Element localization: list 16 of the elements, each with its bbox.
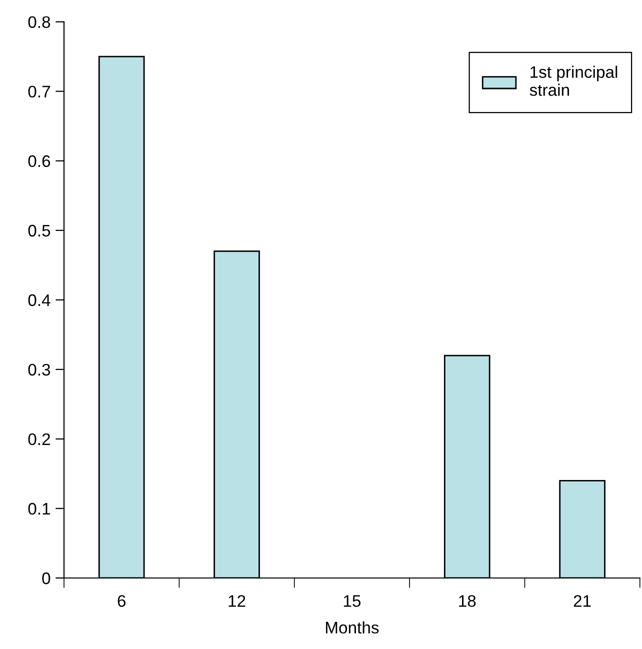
y-tick-label: 0.3	[28, 364, 50, 376]
x-tick-label: 21	[574, 595, 591, 607]
x-tick-label: 18	[459, 595, 476, 607]
y-tick-label: 0.4	[28, 294, 50, 306]
y-tick-label: 0	[42, 572, 50, 584]
x-tick-label: 6	[118, 595, 126, 607]
y-tick-label: 0.8	[28, 16, 50, 28]
y-tick-label: 0.6	[28, 155, 50, 168]
x-tick-label: 15	[344, 595, 361, 607]
legend-label: 1st principal strain	[530, 66, 618, 96]
y-tick-label: 0.1	[28, 502, 50, 515]
x-axis-title: Months	[326, 621, 379, 634]
y-tick-label: 0.2	[28, 433, 50, 446]
y-tick-label: 0.5	[28, 224, 50, 237]
y-tick-label: 0.7	[28, 86, 50, 98]
x-tick-label: 12	[228, 595, 246, 607]
